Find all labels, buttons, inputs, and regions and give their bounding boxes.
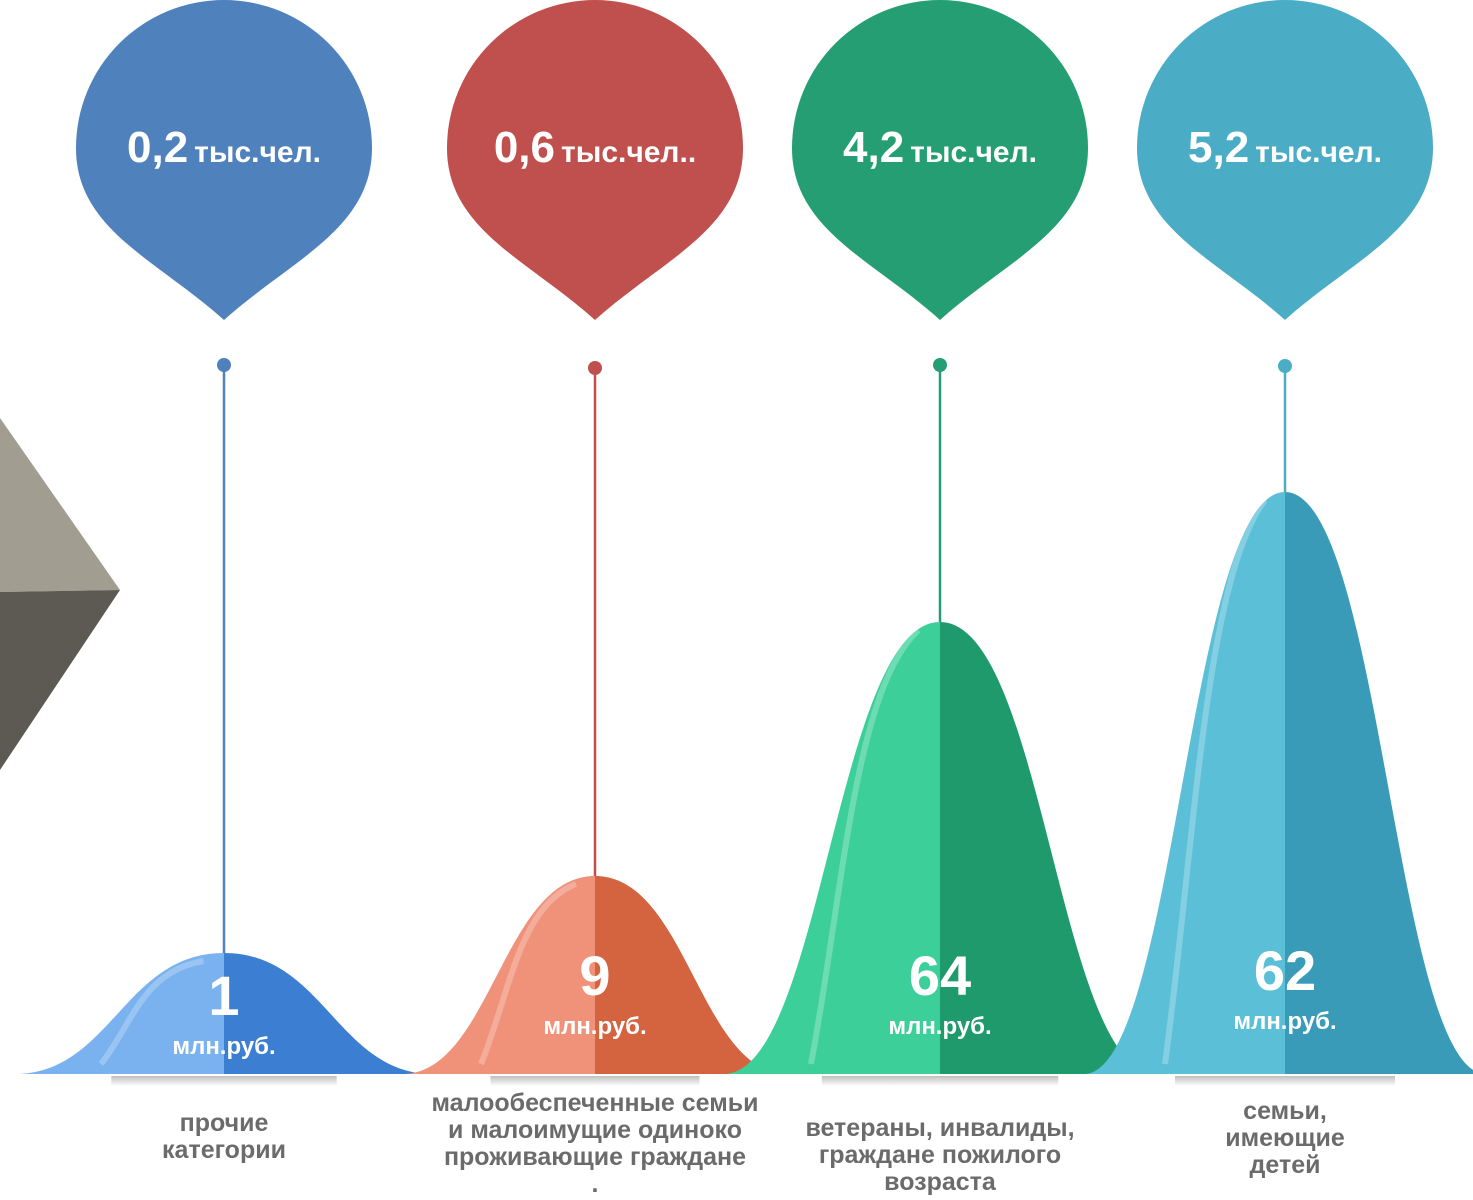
peaks-layer: [19, 492, 1473, 1086]
money-unit-4: млн.руб.: [1233, 1008, 1336, 1035]
category-label-line: ветераны, инвалиды,: [805, 1114, 1075, 1142]
people-value: 5,2: [1188, 123, 1249, 172]
money-value-4: 62: [1254, 939, 1316, 1002]
drop-2: [447, 0, 743, 320]
labels-layer: 1 млн.руб. 9 млн.руб. 64 млн.руб. 62 млн.руб.: [172, 939, 1336, 1060]
peak-shadow: [111, 1076, 337, 1086]
category-label-line: возраста: [884, 1168, 996, 1196]
money-value-2: 9: [579, 944, 610, 1007]
category-label-1: прочие категории: [94, 1110, 354, 1164]
people-value: 0,2: [127, 123, 188, 172]
category-label-2: малообеспеченные семьи и малоимущие одино…: [395, 1090, 795, 1198]
peak-highlight: [478, 881, 578, 1066]
category-label-line: .: [591, 1170, 599, 1198]
category-label-line: проживающие граждане: [443, 1143, 747, 1171]
money-value-1: 1: [208, 964, 239, 1027]
category-label-line: имеющие: [1225, 1124, 1345, 1152]
people-unit: тыс.чел.: [194, 136, 321, 169]
people-label-4: 5,2 тыс.чел.: [1188, 123, 1382, 172]
category-label-line: и малоимущие одиноко: [448, 1116, 742, 1144]
drop-3: [792, 0, 1088, 320]
people-unit: тыс.чел.: [561, 136, 688, 169]
money-unit-2: млн.руб.: [543, 1013, 646, 1040]
people-suffix: .: [688, 136, 696, 169]
category-label-3: ветераны, инвалиды, граждане пожилого возр…: [760, 1115, 1120, 1196]
drop-4: [1137, 0, 1433, 320]
category-label-line: граждане пожилого: [818, 1141, 1062, 1169]
people-label-3: 4,2 тыс.чел.: [843, 123, 1037, 172]
category-label-line: семьи,: [1243, 1097, 1327, 1125]
money-unit-1: млн.руб.: [172, 1033, 275, 1060]
decorative-pyramid: [0, 418, 120, 770]
category-label-line: малообеспеченные семьи: [431, 1089, 759, 1117]
category-label-line: прочие: [179, 1109, 269, 1137]
money-value-3: 64: [909, 944, 971, 1007]
marker-dot-3: [933, 358, 947, 372]
category-label-line: детей: [1249, 1151, 1321, 1179]
category-label-line: категории: [162, 1136, 286, 1164]
peak-shadow: [821, 1076, 1059, 1086]
money-unit-3: млн.руб.: [888, 1013, 991, 1040]
peak-1: [19, 953, 429, 1074]
people-value: 4,2: [843, 123, 904, 172]
peak-highlight: [98, 958, 204, 1066]
people-label-1: 0,2 тыс.чел.: [127, 123, 321, 172]
marker-dot-4: [1278, 359, 1292, 373]
stems-layer: [217, 358, 1292, 953]
people-label-2: 0,6 тыс.чел..: [494, 123, 696, 172]
peak-shadow: [490, 1076, 700, 1086]
drop-1: [76, 0, 372, 320]
people-value: 0,6: [494, 123, 555, 172]
marker-dot-1: [217, 358, 231, 372]
peak-3: [725, 622, 1155, 1074]
peak-highlight: [1162, 498, 1268, 1065]
drops-layer: 0,2 тыс.чел. 0,6 тыс.чел.. 4,2 тыс.чел. 5,2 тыс…: [76, 0, 1433, 320]
people-unit: тыс.чел.: [1255, 136, 1382, 169]
peak-shadow: [1175, 1076, 1395, 1086]
marker-dot-2: [588, 361, 602, 375]
peak-2: [405, 876, 785, 1074]
category-label-4: семьи, имеющие детей: [1155, 1098, 1415, 1179]
people-unit: тыс.чел.: [910, 136, 1037, 169]
peak-highlight: [808, 627, 921, 1065]
peak-4: [1085, 492, 1473, 1074]
